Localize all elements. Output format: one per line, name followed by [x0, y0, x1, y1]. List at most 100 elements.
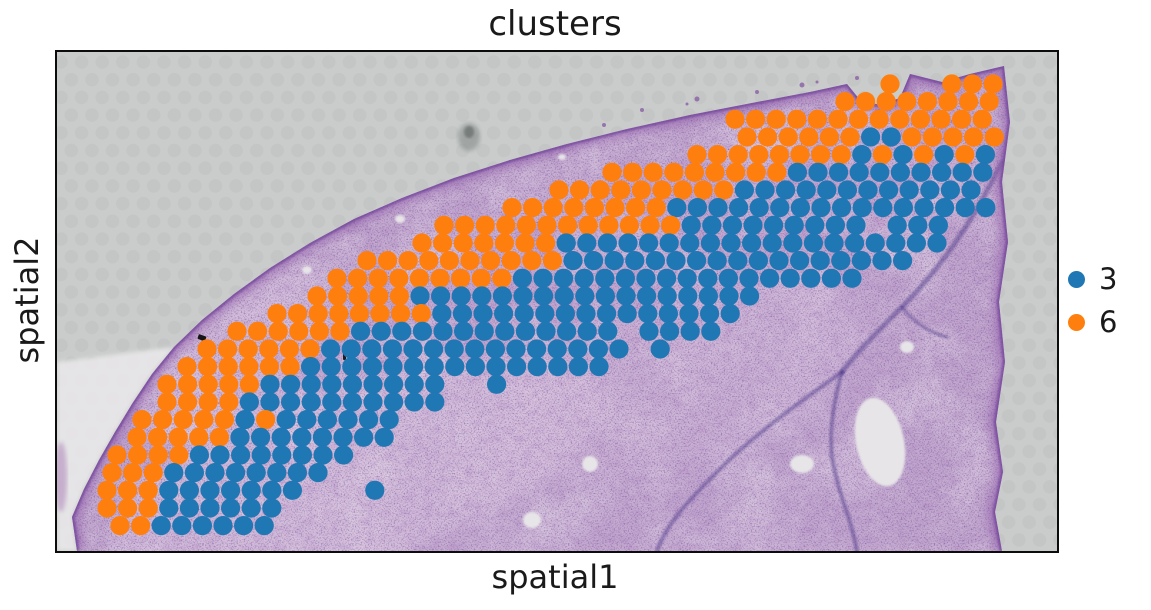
- spot-cluster-3: [473, 304, 493, 324]
- spot-cluster-3: [801, 268, 821, 288]
- spot-cluster-3: [359, 410, 379, 430]
- spot-cluster-3: [351, 321, 371, 341]
- spot-cluster-6: [102, 463, 122, 483]
- spot-cluster-3: [810, 251, 830, 271]
- spot-cluster-3: [677, 268, 697, 288]
- spot-cluster-6: [309, 321, 329, 341]
- spot-cluster-3: [739, 268, 759, 288]
- spot-cluster-3: [515, 321, 535, 341]
- spot-cluster-6: [369, 286, 389, 306]
- spot-cluster-6: [239, 374, 259, 394]
- spot-cluster-3: [536, 321, 556, 341]
- spot-cluster-3: [832, 198, 852, 218]
- spot-cluster-3: [743, 215, 763, 235]
- spot-cluster-6: [876, 92, 896, 112]
- spot-cluster-3: [555, 304, 575, 324]
- spot-cluster-6: [952, 109, 972, 129]
- spot-cluster-6: [964, 127, 984, 147]
- spot-cluster-3: [952, 162, 972, 182]
- spot-cluster-6: [357, 251, 377, 271]
- chart-title: clusters: [488, 4, 622, 44]
- spot-cluster-3: [554, 286, 574, 306]
- spot-cluster-6: [714, 180, 734, 200]
- cluster-spots: [97, 74, 1004, 536]
- spot-cluster-6: [537, 215, 557, 235]
- spot-cluster-3: [734, 180, 755, 200]
- spot-cluster-6: [599, 215, 619, 235]
- spot-cluster-3: [597, 233, 618, 253]
- spot-cluster-6: [97, 498, 117, 518]
- spot-cluster-6: [259, 339, 279, 359]
- spot-cluster-3: [588, 339, 609, 359]
- spot-cluster-6: [737, 127, 757, 147]
- spot-cluster-6: [897, 92, 917, 112]
- spot-cluster-6: [831, 145, 851, 165]
- spot-cluster-3: [776, 180, 796, 200]
- spot-cluster-6: [684, 162, 705, 182]
- legend: 3 6: [1068, 258, 1150, 344]
- spot-cluster-6: [169, 445, 189, 465]
- spot-cluster-6: [749, 145, 769, 165]
- spot-cluster-3: [718, 268, 739, 288]
- spot-cluster-3: [906, 233, 927, 253]
- spot-cluster-6: [227, 321, 247, 341]
- spot-cluster-3: [597, 304, 617, 324]
- spot-cluster-3: [554, 268, 574, 288]
- spot-cluster-3: [251, 445, 271, 465]
- spot-cluster-6: [411, 304, 431, 324]
- spot-cluster-3: [760, 268, 780, 288]
- spot-cluster-3: [472, 286, 492, 306]
- spot-cluster-3: [213, 516, 233, 536]
- spot-cluster-3: [486, 357, 506, 377]
- spot-cluster-3: [383, 357, 403, 377]
- spot-cluster-3: [975, 145, 996, 165]
- spot-cluster-6: [132, 410, 152, 430]
- spot-cluster-3: [322, 392, 342, 412]
- spot-cluster-3: [920, 180, 940, 200]
- spot-cluster-3: [251, 427, 271, 447]
- spot-cluster-3: [575, 286, 595, 306]
- spot-cluster-6: [880, 74, 900, 94]
- spot-cluster-3: [870, 162, 890, 182]
- spot-cluster-3: [379, 410, 399, 430]
- spot-cluster-6: [942, 74, 962, 94]
- spot-cluster-3: [679, 304, 699, 324]
- spot-cluster-3: [879, 180, 899, 200]
- spot-cluster-3: [784, 215, 804, 235]
- spot-cluster-6: [107, 445, 127, 465]
- spot-cluster-6: [564, 198, 584, 218]
- spot-cluster-3: [568, 339, 588, 359]
- spot-cluster-3: [445, 357, 465, 377]
- spot-cluster-6: [475, 215, 495, 235]
- spot-cluster-3: [639, 233, 659, 253]
- spot-cluster-6: [330, 321, 350, 341]
- spot-cluster-3: [636, 268, 656, 288]
- spot-cluster-6: [769, 145, 790, 165]
- spot-cluster-3: [362, 339, 382, 359]
- spot-cluster-3: [301, 392, 321, 412]
- spot-cluster-3: [495, 321, 515, 341]
- spot-cluster-3: [507, 357, 527, 377]
- spot-cluster-3: [172, 516, 192, 536]
- spot-cluster-3: [837, 180, 858, 200]
- spot-cluster-3: [205, 463, 225, 483]
- spot-cluster-6: [902, 127, 922, 147]
- spot-cluster-3: [354, 427, 374, 447]
- spot-cluster-3: [506, 339, 526, 359]
- spot-cluster-3: [424, 339, 444, 359]
- spot-cluster-6: [178, 392, 198, 412]
- spot-cluster-6: [279, 339, 299, 359]
- spot-cluster-6: [664, 162, 684, 182]
- spot-cluster-3: [808, 162, 828, 182]
- spot-cluster-6: [828, 109, 848, 129]
- spot-cluster-6: [209, 427, 229, 447]
- spot-cluster-3: [935, 198, 955, 218]
- spot-cluster-6: [872, 145, 893, 165]
- spot-cluster-3: [687, 198, 708, 218]
- spot-cluster-6: [652, 180, 672, 200]
- spot-cluster-6: [280, 357, 300, 377]
- spot-cluster-3: [246, 463, 266, 483]
- spot-cluster-6: [543, 198, 563, 218]
- spot-cluster-3: [444, 339, 464, 359]
- spot-cluster-3: [410, 286, 430, 306]
